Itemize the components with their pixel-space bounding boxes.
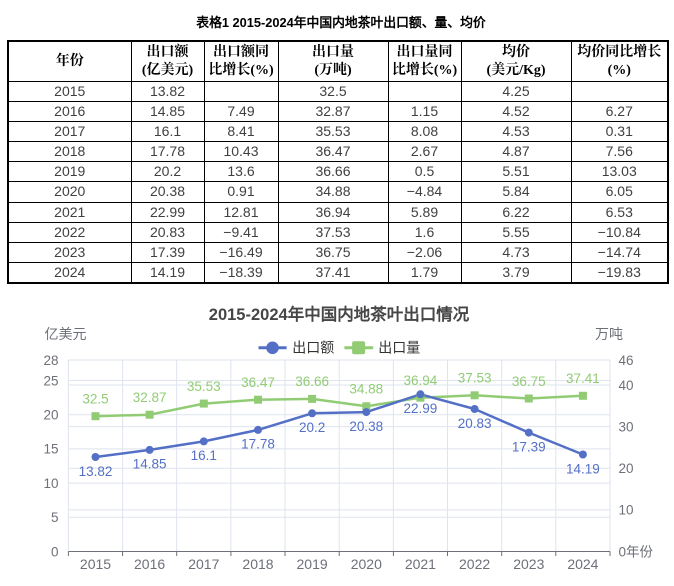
svg-text:30: 30 <box>619 419 634 434</box>
svg-text:出口量: 出口量 <box>378 340 420 356</box>
svg-text:2020: 2020 <box>351 556 382 572</box>
svg-text:36.94: 36.94 <box>404 373 438 388</box>
svg-text:20.38: 20.38 <box>349 419 383 434</box>
svg-text:10: 10 <box>43 476 58 491</box>
svg-text:2015: 2015 <box>80 556 111 572</box>
svg-text:46: 46 <box>619 353 634 368</box>
svg-text:36.47: 36.47 <box>241 375 275 390</box>
svg-text:37.41: 37.41 <box>566 371 600 386</box>
svg-text:28: 28 <box>43 353 58 368</box>
svg-text:40: 40 <box>619 378 634 393</box>
svg-text:32.5: 32.5 <box>82 392 108 407</box>
svg-text:亿美元: 亿美元 <box>45 326 87 342</box>
svg-text:22.99: 22.99 <box>404 401 438 416</box>
svg-text:14.85: 14.85 <box>133 457 167 472</box>
svg-text:出口额: 出口额 <box>292 340 334 356</box>
svg-text:35.53: 35.53 <box>187 379 221 394</box>
svg-text:5: 5 <box>51 510 59 525</box>
svg-text:13.82: 13.82 <box>79 464 113 479</box>
svg-text:17.78: 17.78 <box>241 437 275 452</box>
svg-text:32.87: 32.87 <box>133 390 167 405</box>
svg-text:34.88: 34.88 <box>349 382 383 397</box>
svg-text:36.75: 36.75 <box>512 374 546 389</box>
svg-text:2015-2024年中国内地茶叶出口情况: 2015-2024年中国内地茶叶出口情况 <box>209 304 470 324</box>
svg-text:2018: 2018 <box>242 556 273 572</box>
svg-text:20: 20 <box>43 408 58 423</box>
svg-text:2021: 2021 <box>405 556 436 572</box>
svg-text:20: 20 <box>619 461 634 476</box>
svg-text:万吨: 万吨 <box>595 326 623 342</box>
svg-text:0年份: 0年份 <box>619 544 654 559</box>
svg-text:2022: 2022 <box>459 556 490 572</box>
svg-text:16.1: 16.1 <box>191 448 217 463</box>
svg-text:25: 25 <box>43 373 58 388</box>
svg-text:2024: 2024 <box>567 556 598 572</box>
svg-text:36.66: 36.66 <box>295 374 329 389</box>
svg-text:0: 0 <box>51 544 59 559</box>
svg-text:20.83: 20.83 <box>458 416 492 431</box>
svg-text:17.39: 17.39 <box>512 439 546 454</box>
svg-text:2017: 2017 <box>188 556 219 572</box>
svg-text:2016: 2016 <box>134 556 165 572</box>
svg-text:20.2: 20.2 <box>299 420 325 435</box>
svg-text:14.19: 14.19 <box>566 461 600 476</box>
svg-text:2023: 2023 <box>513 556 544 572</box>
svg-text:2019: 2019 <box>297 556 328 572</box>
svg-text:10: 10 <box>619 503 634 518</box>
svg-text:37.53: 37.53 <box>458 371 492 386</box>
svg-text:15: 15 <box>43 442 58 457</box>
